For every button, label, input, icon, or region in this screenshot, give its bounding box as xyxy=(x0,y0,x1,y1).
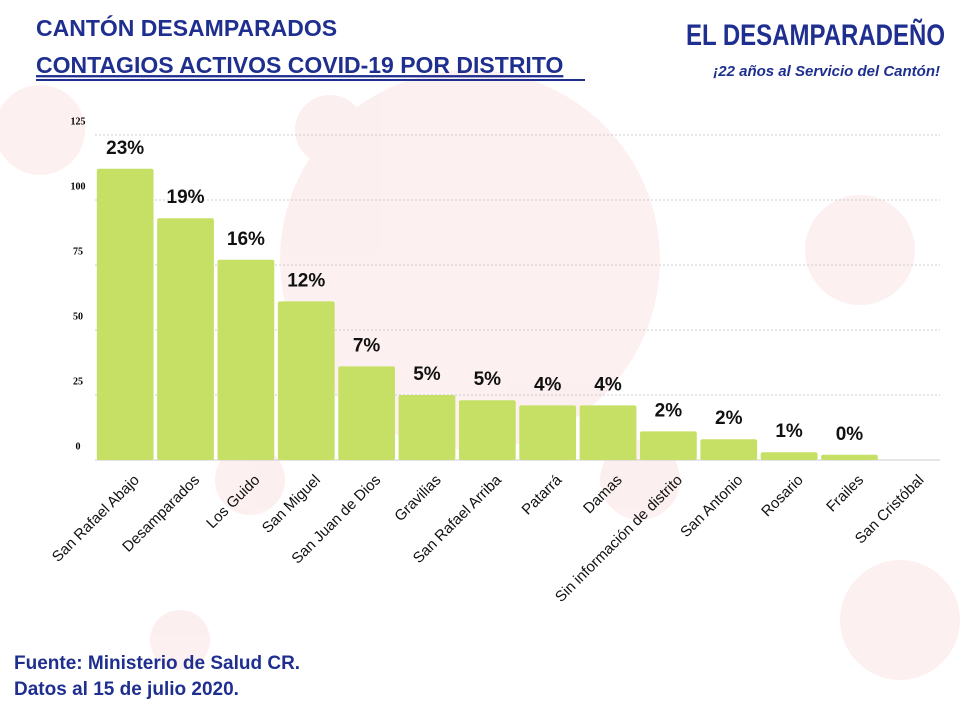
value-label: 4% xyxy=(534,374,562,395)
chart-title: CANTÓN DESAMPARADOS xyxy=(36,14,337,41)
source: Datos al 15 de julio 2020. xyxy=(14,679,239,700)
y-tick-label: 100 xyxy=(71,181,86,192)
value-label: 23% xyxy=(106,138,144,159)
y-tick-label: 125 xyxy=(71,116,86,127)
bar xyxy=(398,395,456,460)
bar xyxy=(157,218,214,460)
value-label: 2% xyxy=(715,408,743,429)
bar xyxy=(700,439,758,460)
value-label: 0% xyxy=(836,424,864,445)
x-tick-label: San Antonio xyxy=(677,472,746,541)
y-tick-label: 0 xyxy=(76,441,81,452)
value-label: 2% xyxy=(655,400,683,421)
slogan: ¡22 años al Servicio del Cantón! xyxy=(713,63,940,80)
value-label: 5% xyxy=(474,369,502,390)
value-label: 19% xyxy=(167,187,205,208)
value-label: 1% xyxy=(775,421,803,442)
x-tick-label: Rosario xyxy=(758,472,807,521)
bar xyxy=(96,168,154,461)
bar xyxy=(760,452,818,460)
source: Fuente: Ministerio de Salud CR. xyxy=(14,653,300,674)
value-label: 4% xyxy=(594,374,622,395)
x-tick-label: Patarrá xyxy=(519,471,566,518)
bar xyxy=(821,454,878,460)
value-label: 7% xyxy=(353,335,381,356)
brand: EL DESAMPARADEÑO xyxy=(686,17,945,51)
bar xyxy=(579,405,637,460)
background-decoration xyxy=(0,70,960,680)
x-tick-label: Frailes xyxy=(823,472,867,516)
value-label: 16% xyxy=(227,229,265,250)
bar xyxy=(458,400,516,460)
value-label: 12% xyxy=(287,270,325,291)
bar xyxy=(519,405,577,460)
x-tick-label: Gravilias xyxy=(391,472,444,525)
y-tick-label: 25 xyxy=(73,376,83,387)
chart-subtitle: CONTAGIOS ACTIVOS COVID-19 POR DISTRITO xyxy=(36,52,563,78)
y-tick-label: 75 xyxy=(73,246,83,257)
bar xyxy=(640,431,697,460)
bar xyxy=(217,259,275,460)
bar xyxy=(277,301,335,460)
value-label: 5% xyxy=(413,364,441,385)
bar xyxy=(338,366,395,460)
y-tick-label: 50 xyxy=(73,311,83,322)
